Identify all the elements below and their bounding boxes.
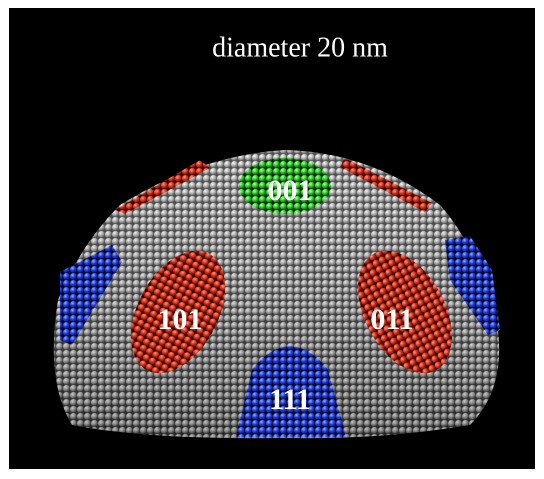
page: diameter 20 nm 001 101 011 111 (() => { … [0,0,544,479]
facet-label: 001 [268,174,313,207]
image: diameter 20 nm 001 101 011 111 [0,0,544,479]
facet-label: 011 [370,303,413,336]
title: diameter 20 nm [212,32,388,63]
facet-label: 101 [158,303,203,336]
facet-label: 111 [269,383,311,416]
